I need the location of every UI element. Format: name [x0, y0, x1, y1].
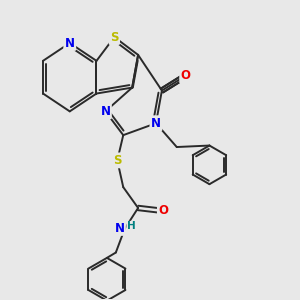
Text: N: N	[115, 222, 125, 235]
Text: N: N	[65, 37, 75, 50]
Text: H: H	[127, 221, 136, 231]
Text: S: S	[113, 154, 122, 167]
Text: O: O	[158, 204, 168, 218]
Text: N: N	[151, 117, 161, 130]
Text: S: S	[110, 31, 118, 44]
Text: N: N	[100, 105, 110, 118]
Text: O: O	[181, 69, 191, 82]
